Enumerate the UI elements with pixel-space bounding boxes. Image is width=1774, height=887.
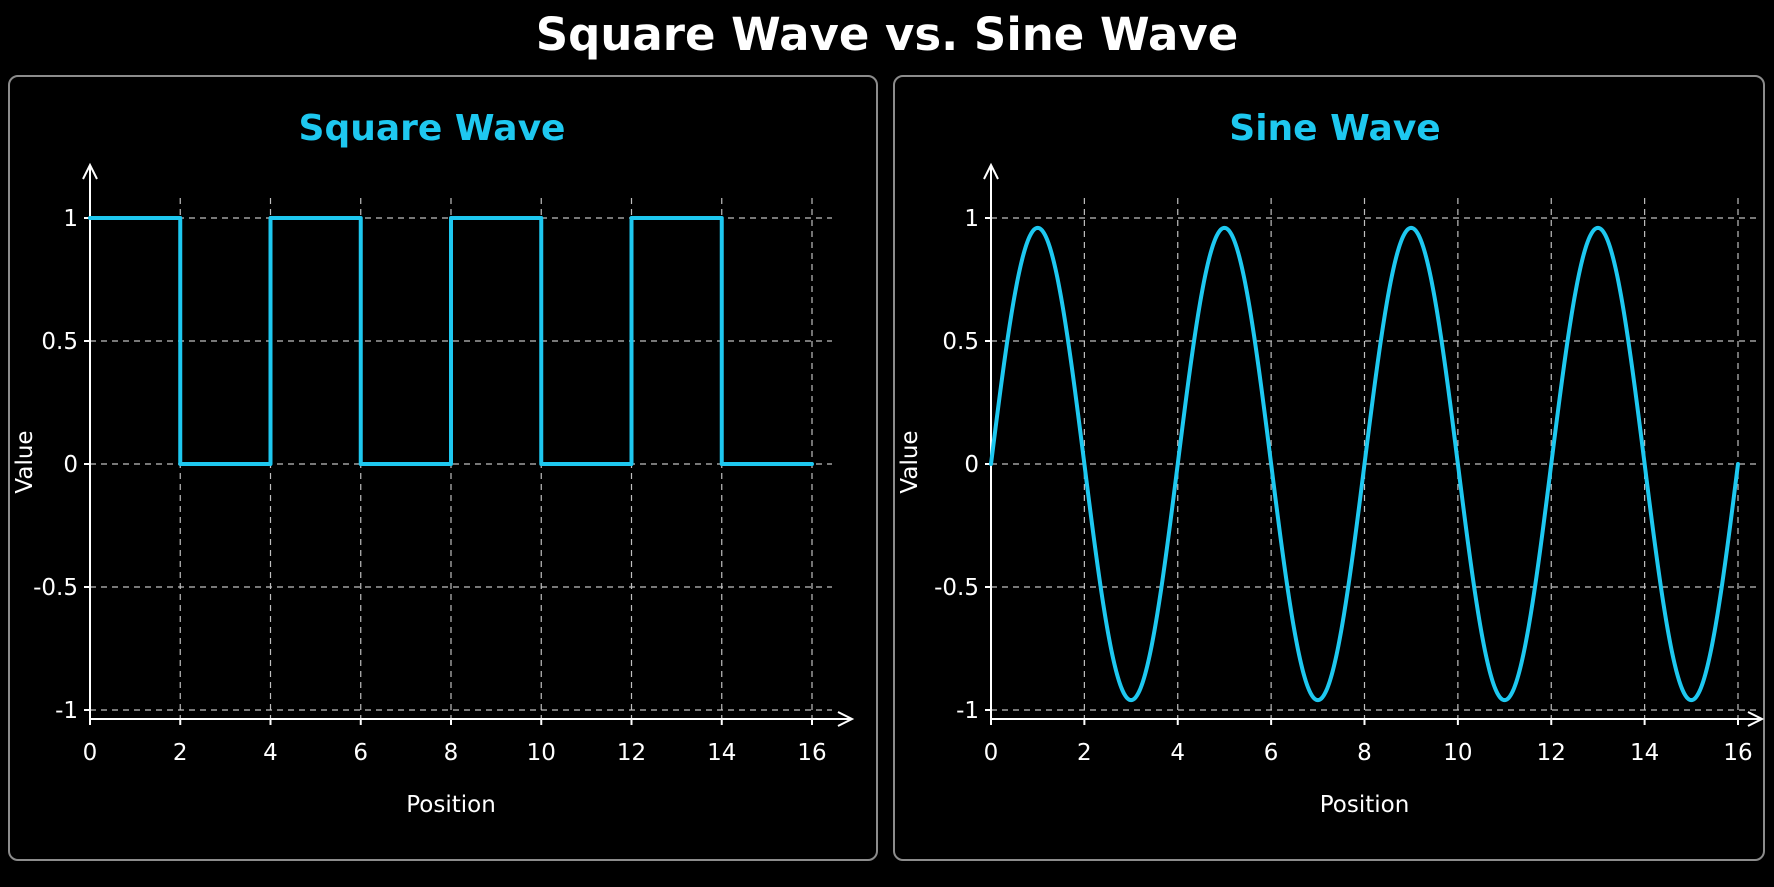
sine-y-tick-label-1: 1 [964,206,979,232]
square-x-tick-label-14: 14 [707,740,736,766]
sine-y-tick-label--0.5: -0.5 [934,575,979,601]
sine-wave-panel [893,75,1765,861]
sine-x-axis-label: Position [1320,792,1410,818]
sine-y-tick-label--1: -1 [956,698,979,724]
sine-x-axis-arrow [1747,711,1765,727]
square-x-tick-label-4: 4 [263,740,278,766]
square-x-tick-label-2: 2 [173,740,188,766]
square-y-tick-label--0.5: -0.5 [33,575,78,601]
sine-y-tick-label-0: 0 [964,452,979,478]
sine-x-tick-label-6: 6 [1264,740,1279,766]
sine-x-tick-label-10: 10 [1443,740,1472,766]
square-x-tick-label-6: 6 [353,740,368,766]
sine-x-tick-label-0: 0 [984,740,999,766]
sine-chart-title: Sine Wave [1229,108,1440,149]
square-y-tick-label-0.5: 0.5 [41,329,78,355]
square-y-tick-label-1: 1 [63,206,78,232]
square-x-axis-arrow [837,711,855,727]
square-x-tick-label-0: 0 [83,740,98,766]
square-wave-panel [8,75,878,861]
sine-x-tick-label-4: 4 [1170,740,1185,766]
sine-x-tick-label-8: 8 [1357,740,1372,766]
sine-x-tick-label-12: 12 [1537,740,1566,766]
sine-x-tick-label-16: 16 [1723,740,1752,766]
square-chart-title: Square Wave [299,108,566,149]
main-title: Square Wave vs. Sine Wave [535,8,1239,61]
sine-y-tick-label-0.5: 0.5 [942,329,979,355]
sine-x-tick-label-14: 14 [1630,740,1659,766]
square-x-tick-label-16: 16 [797,740,826,766]
square-x-tick-label-10: 10 [527,740,556,766]
square-y-axis-arrow [82,162,98,180]
sine-wave-line [989,225,1740,703]
square-wave-line [88,216,814,466]
sine-y-axis-label: Value [897,430,923,493]
sine-y-axis-arrow [983,162,999,180]
square-y-tick-label--1: -1 [55,698,78,724]
square-x-tick-label-12: 12 [617,740,646,766]
square-x-tick-label-8: 8 [444,740,459,766]
sine-x-tick-label-2: 2 [1077,740,1092,766]
square-x-axis-label: Position [406,792,496,818]
square-y-axis-label: Value [12,430,38,493]
square-y-tick-label-0: 0 [63,452,78,478]
